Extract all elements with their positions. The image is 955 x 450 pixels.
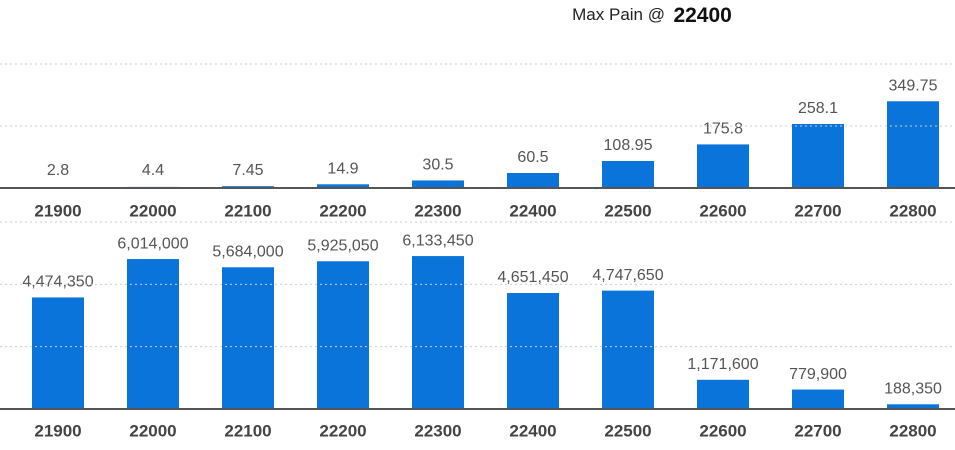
x-tick-label: 22600 xyxy=(699,421,746,440)
x-tick-label: 22200 xyxy=(319,421,366,440)
value-label: 7.45 xyxy=(232,162,263,179)
x-tick-label: 22100 xyxy=(224,201,271,220)
bar xyxy=(697,144,749,188)
x-tick-label: 22400 xyxy=(509,421,556,440)
x-tick-label: 22800 xyxy=(889,421,936,440)
bar xyxy=(127,259,179,409)
title-value: 22400 xyxy=(673,4,731,27)
x-tick-label: 22800 xyxy=(889,201,936,220)
value-label: 4.4 xyxy=(142,162,164,179)
x-tick-label: 22500 xyxy=(604,201,651,220)
value-label: 6,133,450 xyxy=(402,232,473,249)
value-label: 258.1 xyxy=(798,100,838,117)
x-tick-label: 22200 xyxy=(319,201,366,220)
value-label: 6,014,000 xyxy=(117,235,188,252)
x-tick-label: 22300 xyxy=(414,421,461,440)
value-label: 5,925,050 xyxy=(307,237,378,254)
x-tick-label: 22400 xyxy=(509,201,556,220)
value-label: 4,747,650 xyxy=(592,267,663,284)
value-label: 188,350 xyxy=(884,381,942,398)
x-tick-label: 22700 xyxy=(794,201,841,220)
chart-title: Max Pain @ 22400 xyxy=(572,4,732,27)
value-label: 5,684,000 xyxy=(212,243,283,260)
x-tick-label: 21900 xyxy=(34,201,81,220)
bar xyxy=(412,256,464,409)
value-label: 14.9 xyxy=(327,161,358,178)
bar xyxy=(32,297,84,409)
x-tick-label: 22700 xyxy=(794,421,841,440)
bar xyxy=(507,293,559,409)
title-label: Max Pain @ xyxy=(572,5,665,24)
bar xyxy=(317,184,369,188)
x-tick-label: 22100 xyxy=(224,421,271,440)
x-tick-label: 22300 xyxy=(414,201,461,220)
x-tick-label: 22000 xyxy=(129,421,176,440)
value-label: 60.5 xyxy=(517,149,548,166)
bar xyxy=(507,172,559,188)
bar xyxy=(222,267,274,409)
bar xyxy=(697,379,749,409)
bar xyxy=(412,180,464,188)
x-tick-label: 22000 xyxy=(129,201,176,220)
value-label: 30.5 xyxy=(422,157,453,174)
bar xyxy=(602,290,654,409)
bar xyxy=(317,261,369,409)
bar xyxy=(792,389,844,409)
value-label: 4,474,350 xyxy=(22,274,93,291)
value-label: 1,171,600 xyxy=(687,356,758,373)
bar xyxy=(602,160,654,188)
x-tick-label: 22500 xyxy=(604,421,651,440)
value-label: 779,900 xyxy=(789,366,847,383)
value-label: 349.75 xyxy=(889,77,938,94)
bar xyxy=(792,123,844,188)
value-label: 2.8 xyxy=(47,162,69,179)
value-label: 4,651,450 xyxy=(497,269,568,286)
x-tick-label: 21900 xyxy=(34,421,81,440)
value-label: 108.95 xyxy=(604,137,653,154)
bar xyxy=(887,404,939,409)
x-tick-label: 22600 xyxy=(699,201,746,220)
value-label: 175.8 xyxy=(703,121,743,138)
bar xyxy=(887,101,939,188)
